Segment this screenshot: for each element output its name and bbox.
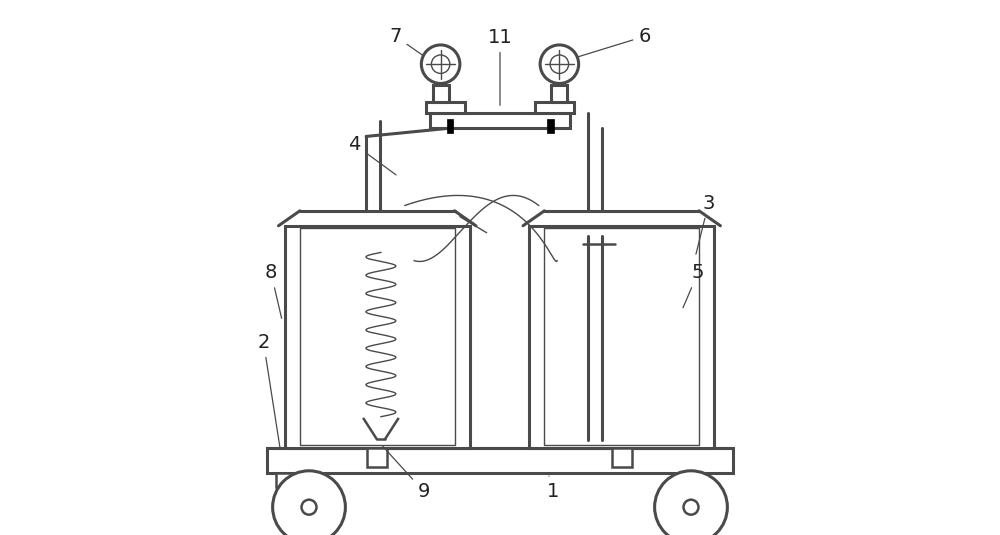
Text: 8: 8 [265,263,282,318]
Text: 2: 2 [257,333,280,449]
Bar [529,226,714,448]
Text: 9: 9 [383,446,430,501]
Bar [433,85,449,102]
Bar [367,448,387,467]
Circle shape [550,55,569,73]
Text: 3: 3 [696,194,715,254]
Text: 4: 4 [348,135,396,175]
Circle shape [302,500,316,515]
Bar [276,473,293,487]
Circle shape [431,55,450,73]
Text: 7: 7 [389,27,425,57]
Bar [446,119,453,133]
Circle shape [540,45,579,83]
Text: 10: 10 [0,534,1,535]
Circle shape [655,471,727,535]
Bar [300,228,455,445]
Text: 5: 5 [683,263,704,308]
Circle shape [421,45,460,83]
Circle shape [273,471,345,535]
Bar [430,113,570,128]
Bar [612,448,632,467]
Bar [535,102,574,113]
Text: 11: 11 [488,28,512,105]
Circle shape [684,500,698,515]
Bar [547,119,554,133]
Bar [426,102,465,113]
Bar [285,226,470,448]
Text: 1: 1 [547,476,560,501]
Text: 6: 6 [576,27,651,58]
Bar [544,228,699,445]
Bar [267,448,733,473]
Bar [551,85,567,102]
